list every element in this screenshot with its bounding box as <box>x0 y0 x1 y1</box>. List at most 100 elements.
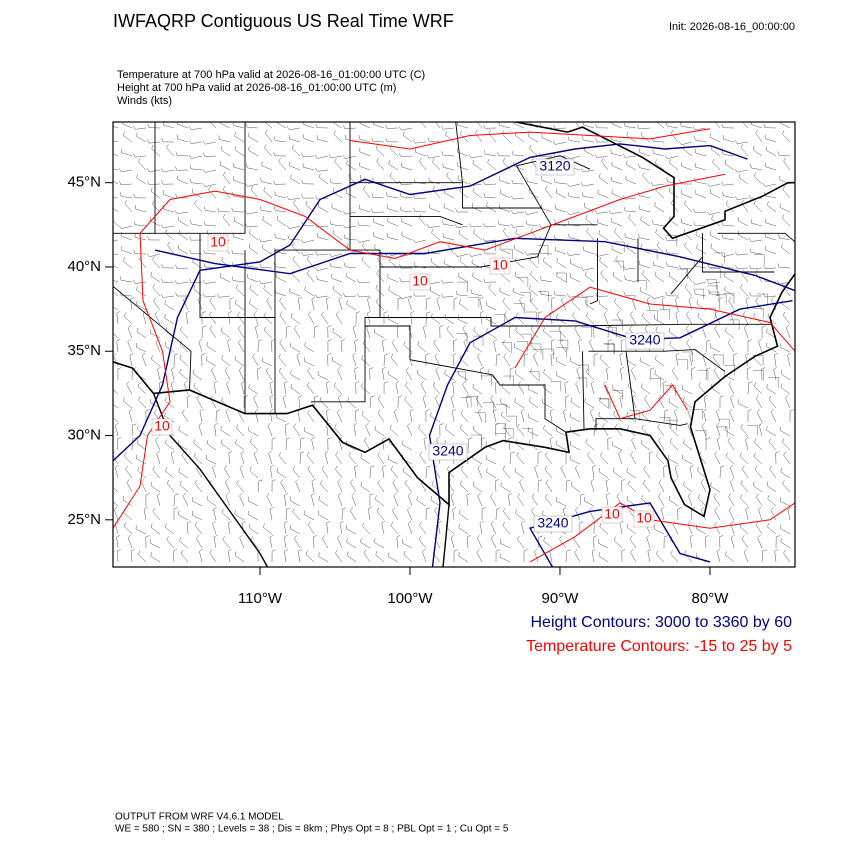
wind-barb <box>306 255 315 269</box>
wind-barb <box>275 288 287 297</box>
wind-barb <box>147 236 161 241</box>
wind-barb <box>224 367 231 381</box>
county-border <box>704 307 716 319</box>
wind-barb <box>221 327 231 339</box>
wind-barb <box>177 122 189 129</box>
county-border <box>709 268 721 279</box>
wind-barb <box>409 408 414 423</box>
wind-barb <box>307 465 315 479</box>
wind-barb <box>150 481 161 493</box>
wind-barb <box>590 478 595 493</box>
wind-barb <box>537 451 542 464</box>
wind-barb <box>349 507 357 521</box>
wind-barb <box>627 425 637 437</box>
wind-barb <box>500 482 511 493</box>
wind-barb <box>362 339 371 353</box>
wind-barb <box>741 535 749 549</box>
wind-barb <box>766 426 777 437</box>
wind-barb <box>462 325 469 339</box>
wind-barb <box>782 185 791 199</box>
wind-barb <box>728 297 735 311</box>
wind-barb <box>758 338 763 353</box>
wind-barb <box>618 450 623 465</box>
wind-barb <box>296 352 301 367</box>
wind-barb <box>291 242 301 255</box>
wind-barb <box>611 329 623 339</box>
wind-barb <box>716 548 721 563</box>
wind-barb <box>418 213 427 227</box>
wind-barb <box>687 422 693 437</box>
wind-barb <box>343 292 357 297</box>
wind-barb <box>710 188 721 199</box>
wind-barb <box>495 353 501 367</box>
wind-barb <box>684 283 693 297</box>
wind-barb <box>397 395 403 409</box>
wind-barb <box>190 219 203 227</box>
wind-barb <box>113 389 119 395</box>
wind-barb <box>399 264 413 269</box>
wind-barb <box>430 412 441 423</box>
wind-barb <box>361 410 371 423</box>
wind-barb <box>177 175 189 185</box>
wind-barb <box>722 150 735 157</box>
wind-barb <box>203 249 217 255</box>
wind-barb <box>136 370 147 381</box>
height-contour-label: 3240 <box>432 443 463 459</box>
wind-barb <box>481 507 486 521</box>
wind-barb <box>477 408 483 423</box>
county-border <box>468 297 480 308</box>
wind-barb <box>705 437 710 451</box>
wind-barb <box>219 160 231 171</box>
wind-barb <box>152 507 161 521</box>
wind-barb <box>199 408 204 423</box>
wind-barb <box>186 521 191 535</box>
wind-barb <box>269 408 274 423</box>
wind-barb <box>647 548 652 563</box>
county-border <box>576 297 588 308</box>
wind-barb <box>669 159 679 171</box>
wind-barb <box>523 353 529 367</box>
wind-barb <box>556 426 567 437</box>
wind-barb <box>193 284 203 297</box>
wind-barb <box>472 187 483 199</box>
wind-barb <box>245 223 259 228</box>
wind-barb <box>152 283 161 297</box>
wind-barb <box>480 366 485 381</box>
wind-barb <box>355 381 360 395</box>
wind-barb <box>173 549 178 563</box>
wind-barb <box>500 411 511 423</box>
wind-barb <box>611 441 623 451</box>
wind-barb <box>526 177 539 185</box>
wind-barb <box>239 464 245 479</box>
wind-barb <box>178 468 189 479</box>
wind-barb <box>714 451 721 465</box>
wind-barb <box>706 211 721 216</box>
wind-barb <box>779 343 791 353</box>
wind-barb <box>332 229 343 241</box>
wind-barb <box>779 122 791 129</box>
wind-barb <box>248 426 259 437</box>
wind-barb <box>460 465 469 479</box>
wind-barb <box>767 523 777 535</box>
wind-barb <box>346 538 357 549</box>
wind-barb <box>782 480 791 493</box>
wind-barb <box>269 506 274 521</box>
wind-barb <box>113 197 119 199</box>
wind-barb <box>656 550 665 563</box>
wind-barb <box>719 535 724 549</box>
wind-barb <box>626 243 637 255</box>
wind-barb <box>709 231 721 241</box>
wind-barb <box>407 506 413 521</box>
wind-barb <box>782 438 791 451</box>
lon-tick-label: 80°W <box>692 590 730 607</box>
contour-label-box <box>633 510 655 528</box>
wind-barb <box>203 263 217 269</box>
wind-barb <box>233 217 245 227</box>
wind-barb <box>236 424 245 437</box>
wind-barb <box>672 521 679 535</box>
wind-barb <box>754 438 763 451</box>
wind-barb <box>606 366 610 381</box>
wind-barb <box>393 408 399 423</box>
contour-label-box <box>207 234 229 252</box>
wind-barb <box>612 467 623 479</box>
